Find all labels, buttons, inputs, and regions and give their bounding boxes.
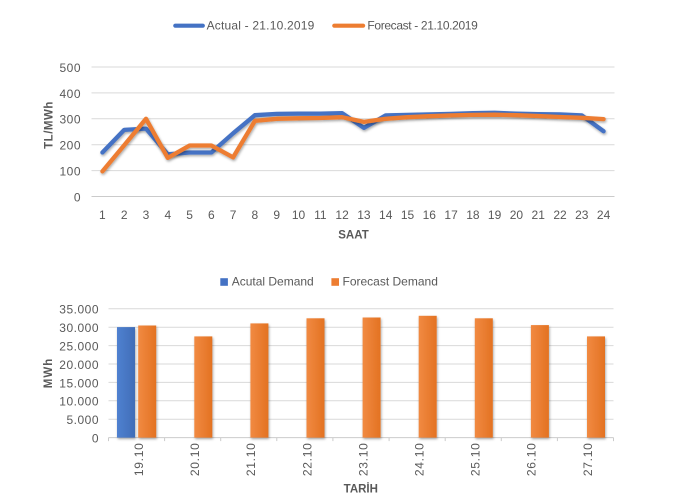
svg-text:5: 5 <box>186 208 193 222</box>
svg-text:16: 16 <box>423 208 437 222</box>
svg-text:21.10: 21.10 <box>244 443 258 477</box>
svg-text:6: 6 <box>208 208 215 222</box>
svg-text:25.10: 25.10 <box>469 443 483 477</box>
svg-text:20.10: 20.10 <box>188 443 202 477</box>
svg-text:22: 22 <box>553 208 567 222</box>
svg-text:17: 17 <box>444 208 458 222</box>
svg-text:100: 100 <box>59 165 81 179</box>
svg-text:TARİH: TARİH <box>344 482 378 495</box>
svg-text:19: 19 <box>488 208 502 222</box>
svg-text:14: 14 <box>379 208 393 222</box>
svg-text:30.000: 30.000 <box>59 321 99 335</box>
svg-text:Forecast Demand: Forecast Demand <box>343 274 438 288</box>
svg-text:19.10: 19.10 <box>132 443 146 477</box>
svg-text:15.000: 15.000 <box>59 376 99 390</box>
svg-text:15: 15 <box>401 208 415 222</box>
svg-text:Forecast - 21.10.2019: Forecast - 21.10.2019 <box>367 18 478 32</box>
svg-text:9: 9 <box>273 208 280 222</box>
svg-text:3: 3 <box>143 208 150 222</box>
svg-text:SAAT: SAAT <box>338 230 368 242</box>
svg-text:10.000: 10.000 <box>59 395 99 409</box>
svg-text:0: 0 <box>74 190 81 204</box>
svg-text:5.000: 5.000 <box>66 413 99 427</box>
svg-text:MWh: MWh <box>43 358 55 388</box>
svg-text:500: 500 <box>59 61 81 75</box>
svg-text:1: 1 <box>99 208 106 222</box>
svg-text:TL/MWh: TL/MWh <box>43 101 55 149</box>
svg-text:10: 10 <box>292 208 306 222</box>
svg-text:20.000: 20.000 <box>59 358 99 372</box>
svg-text:18: 18 <box>466 208 480 222</box>
svg-text:35.000: 35.000 <box>59 303 99 317</box>
svg-text:23.10: 23.10 <box>356 443 370 477</box>
svg-text:300: 300 <box>59 113 81 127</box>
svg-text:8: 8 <box>252 208 259 222</box>
svg-text:4: 4 <box>164 208 171 222</box>
svg-text:11: 11 <box>314 208 327 222</box>
svg-text:12: 12 <box>335 208 349 222</box>
svg-text:13: 13 <box>357 208 371 222</box>
svg-text:25.000: 25.000 <box>59 340 99 354</box>
svg-text:Actual - 21.10.2019: Actual - 21.10.2019 <box>207 18 315 32</box>
svg-text:24: 24 <box>597 208 611 222</box>
svg-text:27.10: 27.10 <box>581 443 595 477</box>
svg-text:20: 20 <box>510 208 524 222</box>
svg-text:200: 200 <box>59 139 81 153</box>
svg-text:21: 21 <box>532 208 546 222</box>
svg-text:26.10: 26.10 <box>525 443 539 477</box>
svg-text:0: 0 <box>92 432 99 446</box>
svg-text:7: 7 <box>230 208 237 222</box>
svg-text:22.10: 22.10 <box>300 443 314 477</box>
svg-text:Acutal Demand: Acutal Demand <box>232 274 314 288</box>
svg-text:24.10: 24.10 <box>413 443 427 477</box>
svg-text:2: 2 <box>121 208 128 222</box>
svg-text:23: 23 <box>575 208 589 222</box>
svg-text:400: 400 <box>59 87 81 101</box>
